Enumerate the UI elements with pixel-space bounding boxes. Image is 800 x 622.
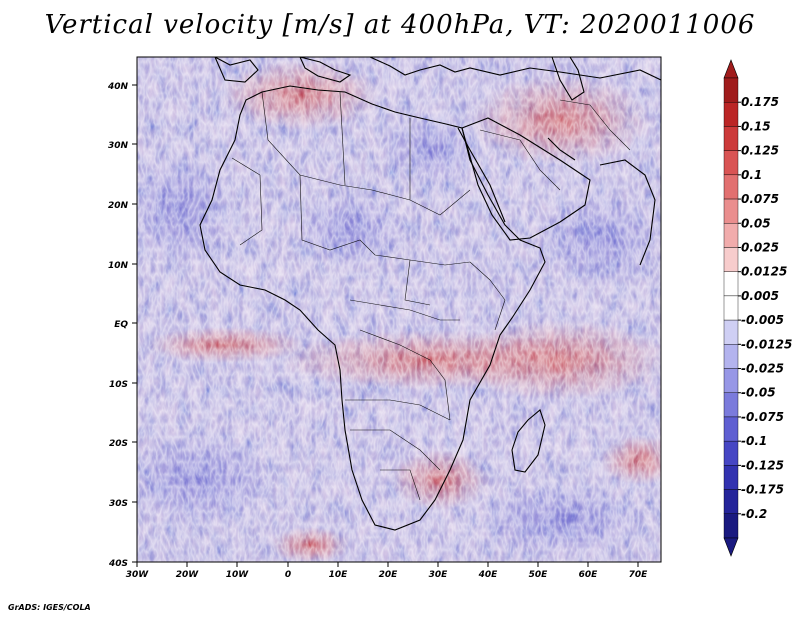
colorbar-label: 0.1 — [741, 168, 762, 182]
colorbar-swatch — [723, 271, 739, 297]
lon-label-30e: 30E — [429, 570, 449, 580]
colorbar-label: 0.0125 — [741, 265, 787, 279]
colorbar-swatch — [723, 465, 739, 490]
lon-label-30w: 30W — [126, 570, 150, 580]
colorbar-swatch — [723, 223, 739, 248]
lon-label-40e: 40E — [478, 570, 499, 580]
latitude-axis: 40N 30N 20N 10N EQ 10S 20S 30S 40S — [107, 82, 137, 569]
longitude-axis: 30W 20W 10W 0 10E 20E 30E 40E 50E 60E 70… — [126, 562, 648, 580]
lon-label-20e: 20E — [379, 570, 399, 580]
colorbar-label: 0.175 — [741, 95, 779, 109]
colorbar-swatch — [723, 392, 739, 418]
lon-label-0: 0 — [285, 570, 291, 580]
colorbar-swatch — [723, 247, 739, 272]
colorbar-top-arrow — [723, 59, 739, 79]
colorbar-swatch — [723, 126, 739, 151]
lon-label-60e: 60E — [579, 570, 599, 580]
colorbar-bottom-arrow — [723, 537, 739, 557]
colorbar-swatch — [723, 102, 739, 127]
colorbar-label: -0.175 — [741, 483, 784, 497]
lat-label-40s: 40S — [108, 559, 128, 569]
lat-label-40n: 40N — [107, 82, 129, 92]
colorbar-label: 0.15 — [741, 119, 771, 133]
colorbar-label: 0.075 — [741, 192, 779, 206]
colorbar-swatch — [723, 295, 739, 321]
lat-label-30s: 30S — [109, 499, 128, 509]
lon-label-10e: 10E — [329, 570, 349, 580]
colorbar-label: -0.005 — [741, 313, 784, 327]
colorbar-swatch — [723, 174, 739, 200]
lat-label-20n: 20N — [108, 201, 129, 211]
colorbar-swatch — [723, 77, 739, 103]
colorbar-label: -0.025 — [741, 362, 784, 376]
lon-label-70e: 70E — [629, 570, 649, 580]
coastlines — [199, 57, 661, 531]
colorbar-swatch — [723, 513, 739, 539]
colorbar-swatch — [723, 344, 739, 369]
country-borders — [231, 91, 631, 501]
lat-label-10n: 10N — [108, 261, 129, 271]
lat-label-20s: 20S — [109, 439, 128, 449]
colorbar-label: -0.0125 — [741, 337, 792, 351]
colorbar: 0.175 0.15 0.125 0.1 0.075 0.05 0.025 0.0125 0.0… — [723, 59, 792, 557]
lat-label-10s: 10S — [109, 380, 128, 390]
colorbar-label: -0.075 — [741, 410, 784, 424]
colorbar-label: -0.1 — [741, 434, 767, 448]
colorbar-swatch — [723, 416, 739, 442]
colorbar-label: -0.05 — [741, 386, 776, 400]
lat-label-eq: EQ — [114, 320, 128, 330]
colorbar-swatch — [723, 368, 739, 393]
colorbar-label: -0.2 — [741, 507, 767, 521]
colorbar-swatch — [723, 150, 739, 176]
lon-label-50e: 50E — [529, 570, 549, 580]
colorbar-label: -0.125 — [741, 458, 784, 472]
velocity-field — [137, 57, 661, 562]
colorbar-label: 0.125 — [741, 144, 779, 158]
map-title: Vertical velocity [m/s] at 400hPa, VT: 2… — [44, 10, 756, 40]
lon-label-10w: 10W — [226, 570, 250, 580]
colorbar-label: 0.05 — [741, 216, 771, 230]
map-frame — [136, 56, 662, 563]
grads-credit: GrADS: IGES/COLA — [8, 603, 91, 612]
colorbar-label: 0.005 — [741, 289, 779, 303]
colorbar-swatch — [723, 489, 739, 514]
colorbar-label: 0.025 — [741, 240, 779, 254]
colorbar-swatch — [723, 440, 739, 466]
colorbar-swatch — [723, 319, 739, 345]
lat-label-30n: 30N — [108, 141, 129, 151]
lon-label-20w: 20W — [176, 570, 200, 580]
colorbar-swatch — [723, 198, 739, 224]
